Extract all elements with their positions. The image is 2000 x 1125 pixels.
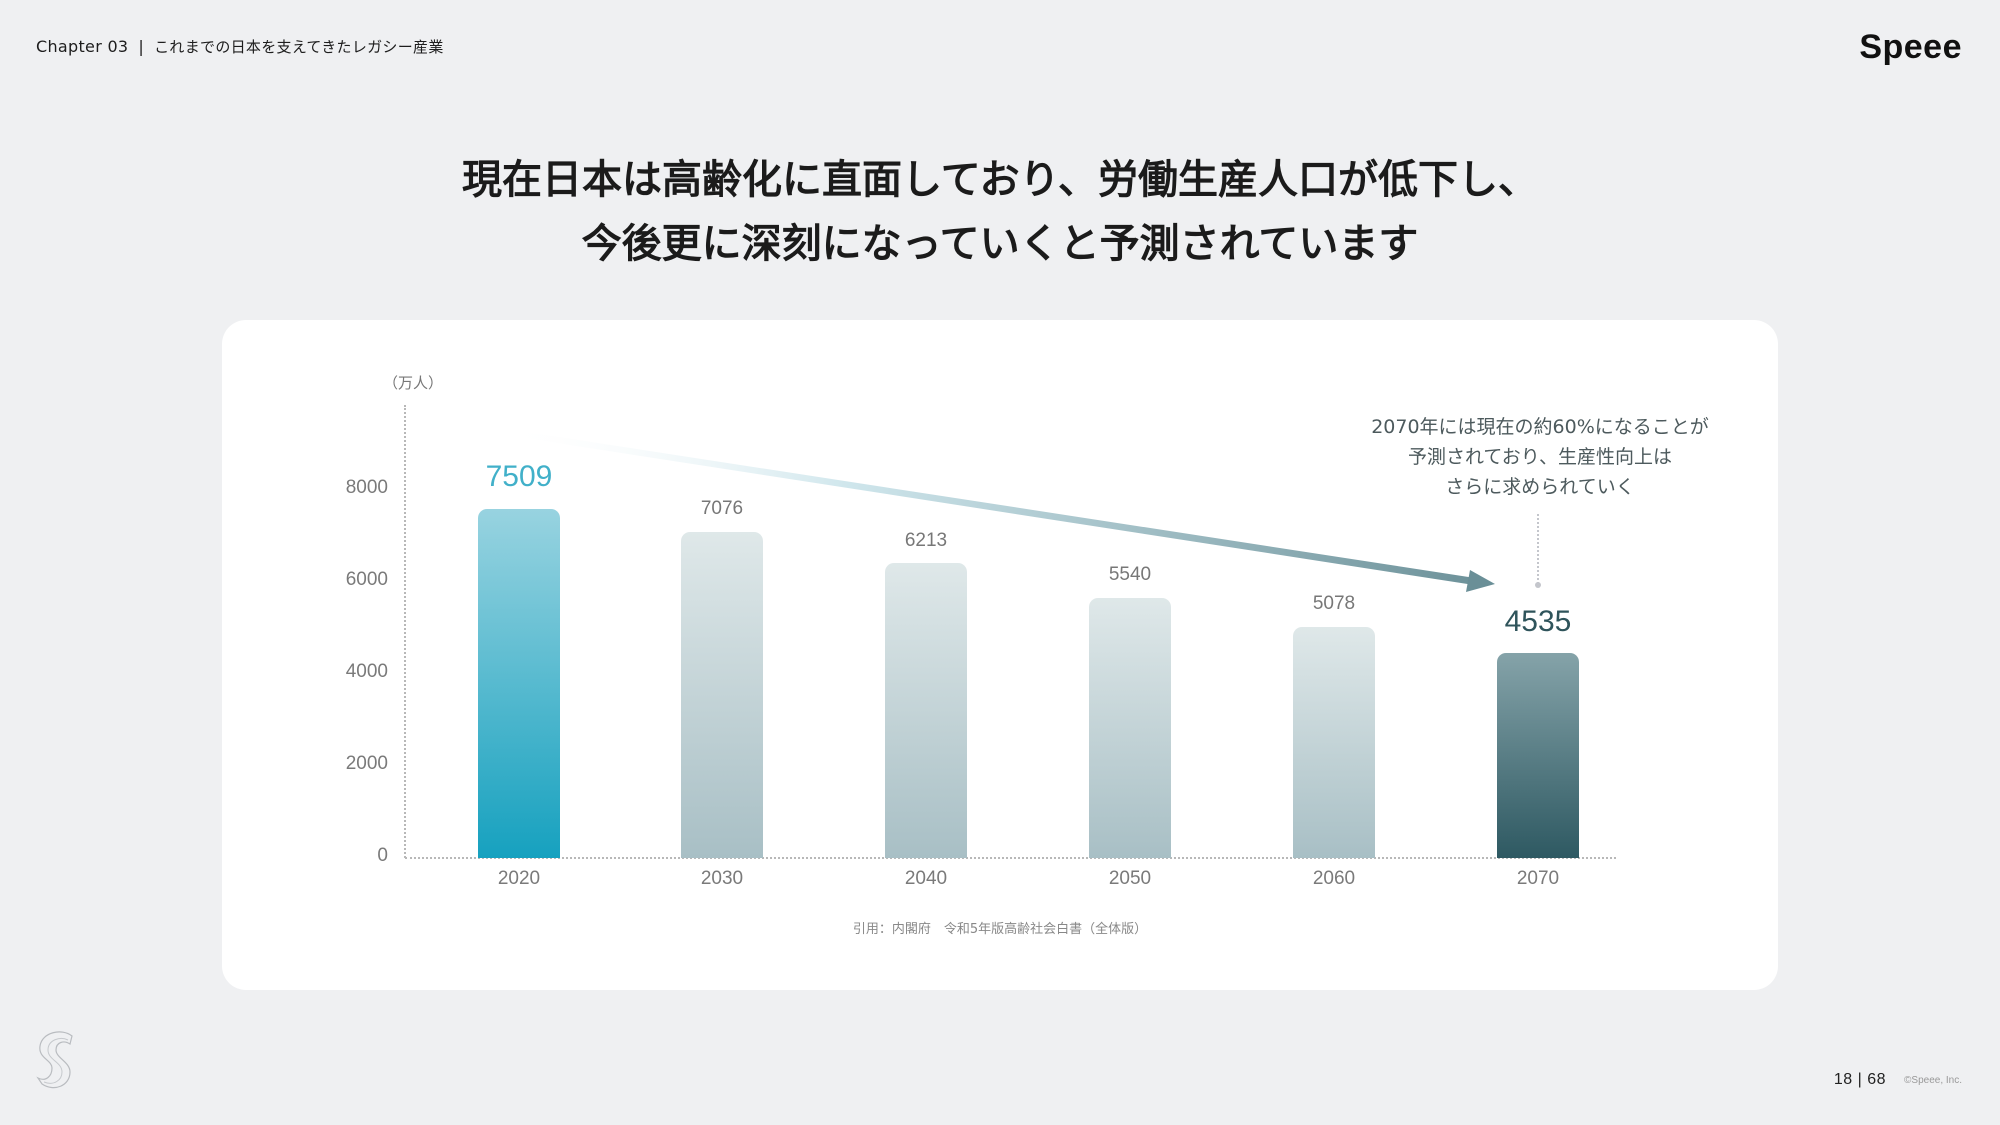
value-label-2040: 6213: [904, 530, 948, 551]
x-tick-2040: 2040: [904, 868, 948, 889]
x-tick-2050: 2050: [1108, 868, 1152, 889]
bar-2040: [885, 563, 967, 858]
value-label-2030: 7076: [700, 498, 744, 519]
y-axis-line: [404, 405, 406, 858]
annotation-leader-line: [1537, 514, 1539, 584]
value-label-2070: 4535: [1504, 605, 1572, 638]
bar-2070: [1497, 653, 1579, 858]
chapter-separator: |: [138, 37, 145, 56]
bar-2050: [1089, 598, 1171, 858]
annotation-leader-dot: [1535, 582, 1541, 588]
slide-title: 現在日本は高齢化に直面しており、労働生産人口が低下し、 今後更に深刻になっていく…: [0, 148, 2000, 276]
copyright: ©Speee, Inc.: [1904, 1075, 1962, 1086]
y-axis-unit-label: （万人）: [383, 374, 444, 392]
y-tick-2000: 2000: [345, 753, 388, 774]
bar-2020: [478, 509, 560, 858]
page-total: 68: [1867, 1071, 1886, 1088]
x-tick-2030: 2030: [700, 868, 744, 889]
annotation-line-3: さらに求められていく: [1445, 476, 1635, 498]
chart-source: 引用：内閣府 令和5年版高齢社会白書（全体版）: [852, 922, 1148, 937]
value-label-2020: 7509: [485, 460, 553, 493]
speee-s-logo-icon: [36, 1031, 73, 1089]
annotation-line-1: 2070年には現在の約60%になることが: [1371, 416, 1709, 438]
chapter-number: Chapter 03: [36, 37, 129, 56]
y-tick-6000: 6000: [345, 569, 388, 590]
page-number: 18 | 68: [1834, 1071, 1886, 1089]
chapter-title: これまでの日本を支えてきたレガシー産業: [154, 38, 444, 56]
slide-title-line-1: 現在日本は高齢化に直面しており、労働生産人口が低下し、: [462, 157, 1538, 203]
page-current: 18: [1833, 1071, 1853, 1088]
value-label-2060: 5078: [1312, 593, 1356, 614]
x-tick-2020: 2020: [497, 868, 541, 889]
chart-annotation: 2070年には現在の約60%になることが 予測されており、生産性向上は さらに求…: [1330, 412, 1750, 502]
annotation-line-2: 予測されており、生産性向上は: [1407, 446, 1673, 468]
brand-logo: Speee: [1859, 28, 1962, 66]
y-tick-8000: 8000: [345, 477, 388, 498]
value-label-2050: 5540: [1108, 564, 1152, 585]
x-axis-baseline: [405, 857, 1616, 859]
x-tick-2070: 2070: [1516, 868, 1560, 889]
y-tick-4000: 4000: [345, 661, 388, 682]
bar-2030: [681, 532, 763, 858]
chapter-header: Chapter 03 | これまでの日本を支えてきたレガシー産業: [36, 36, 444, 57]
slide-title-line-2: 今後更に深刻になっていくと予測されています: [581, 221, 1419, 267]
y-tick-0: 0: [377, 845, 388, 866]
x-tick-2060: 2060: [1312, 868, 1356, 889]
bar-2060: [1293, 627, 1375, 858]
page-separator: |: [1857, 1071, 1863, 1088]
